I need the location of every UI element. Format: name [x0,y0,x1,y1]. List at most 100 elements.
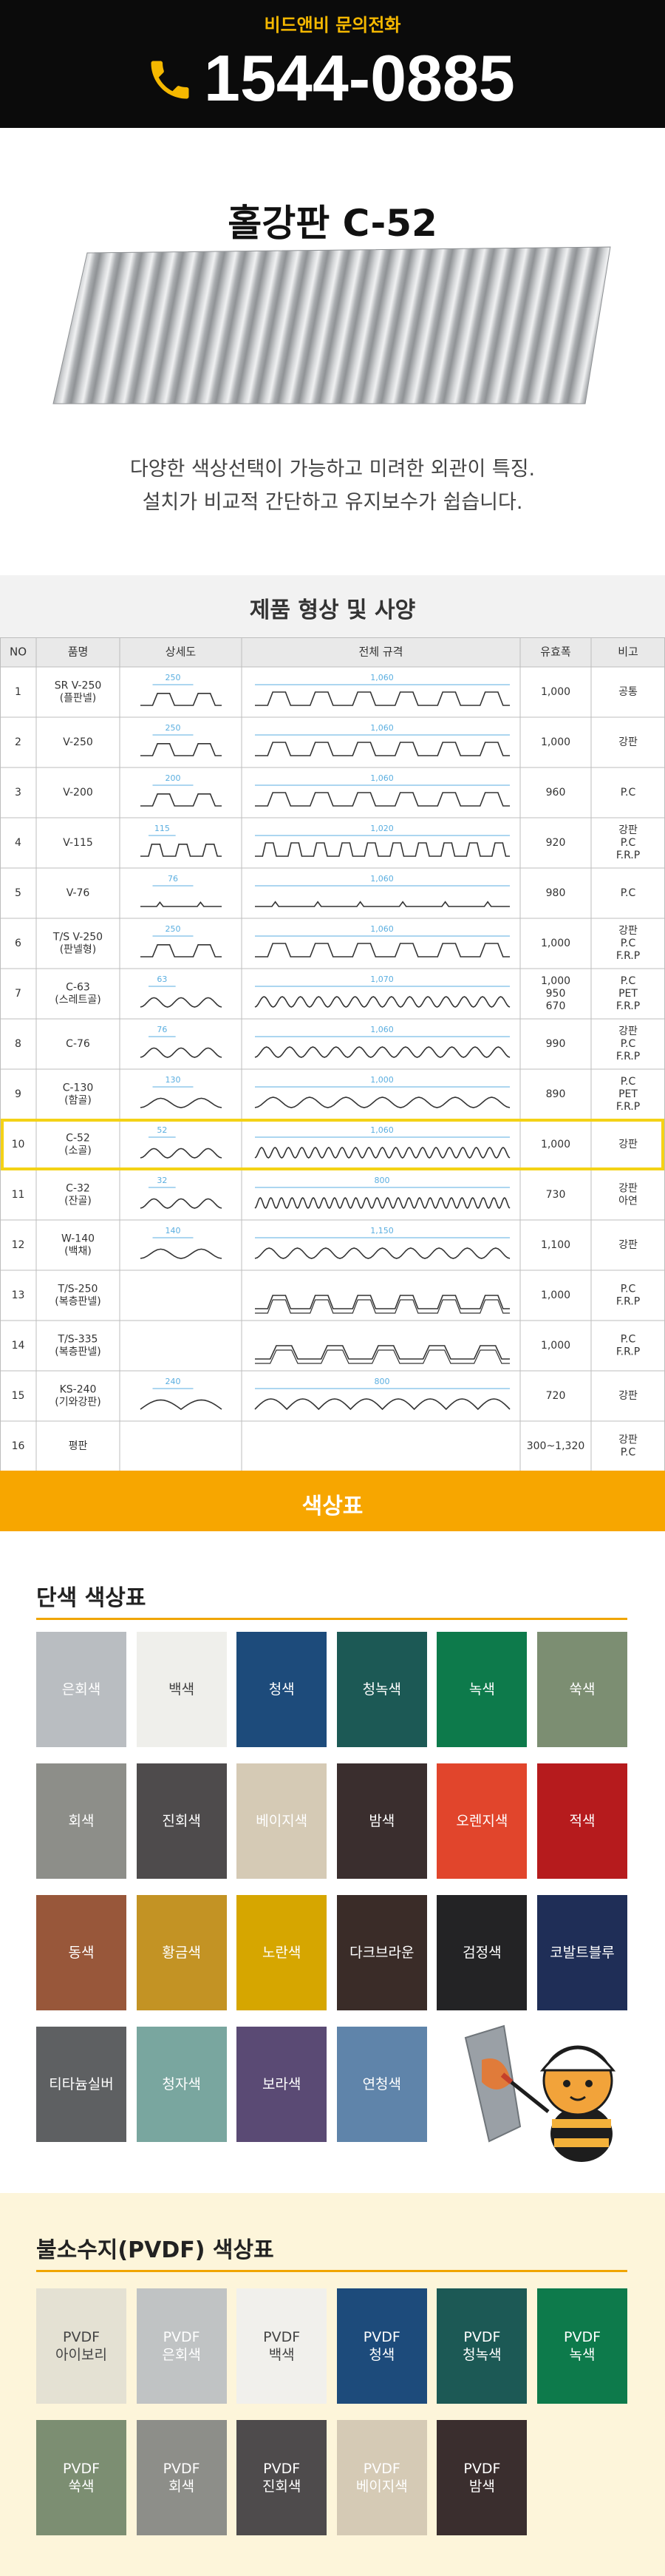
cell-text: W-140 [61,1233,95,1245]
cell-text: C-130 [63,1082,94,1094]
mascot [464,2024,616,2162]
cell-text: 강판 [618,1026,638,1037]
swatch: 진회색 [136,1763,227,1879]
cell-text: 공통 [618,686,638,698]
cell-text: 강판 [618,736,638,748]
swatch: PVDF 쑥색 [36,2420,126,2535]
cell-text: P.C [621,1284,636,1295]
profile-full [255,1299,510,1314]
profile-full [255,842,510,857]
cell-no: 2 [15,736,21,748]
swatch: 백색 [136,1632,227,1747]
cell-text: P.C [621,1038,636,1050]
swatch-label: 보라색 [262,2076,301,2092]
swatch: 청자색 [136,2027,227,2142]
cell-text: C-76 [66,1038,90,1050]
cell-text: V-76 [66,887,90,899]
description-line: 설치가 비교적 간단하고 유지보수가 쉽습니다. [142,491,523,514]
swatch: PVDF 백색 [236,2288,327,2404]
cell-no: 16 [12,1440,25,1452]
cell-text: PET [618,1088,638,1100]
dimension-label: 1,000 [370,1075,394,1085]
swatch-label: 오렌지색 [456,1813,508,1829]
cell-text: 300~1,320 [527,1440,585,1452]
swatch: 보라색 [236,2027,327,2142]
cell-no: 5 [15,887,21,899]
swatch-label: 동색 [68,1945,95,1961]
profile-detail [140,1248,222,1259]
swatch-label: PVDF [163,2329,200,2345]
profile-full [254,1097,511,1108]
cell-no: 14 [12,1340,25,1352]
cell-text: 강판 [618,1183,638,1195]
swatch-label: PVDF [463,2329,501,2345]
swatch-label: 적색 [569,1813,596,1829]
dimension-label: 76 [168,874,178,884]
cell-text: 920 [546,837,566,849]
dimension-label: 250 [166,924,181,934]
swatch: 청녹색 [336,1632,427,1747]
swatch-label: 은회색 [61,1681,101,1698]
swatch: 연청색 [336,2027,427,2142]
cell-text: 강판 [618,1434,638,1446]
cell-text: C-52 [66,1133,90,1145]
profile-detail [140,1097,222,1108]
profile-full [255,792,510,807]
cell-text: PET [618,988,638,1000]
swatch: PVDF 아이보리 [36,2288,126,2404]
column-header: 비고 [618,645,638,659]
cell-text: F.R.P [616,850,640,861]
dimension-label: 140 [166,1226,181,1236]
swatch-label: PVDF [263,2461,301,2477]
swatch-label: 청색 [369,2347,395,2363]
cell-text: 990 [546,1038,566,1050]
solid-title: 단색 색상표 [36,1585,146,1611]
swatch-label: 다크브라운 [349,1945,415,1961]
cell-text: T/S V-250 [52,932,103,943]
header [0,0,665,128]
swatch-label: 청녹색 [362,1681,402,1698]
column-header: NO [10,645,27,659]
row-highlight [1,1119,664,1170]
cell-no: 10 [12,1139,25,1150]
profile-full [255,1349,510,1364]
swatch-label: 녹색 [468,1681,495,1698]
cell-text: 1,000 [541,1139,570,1150]
swatch: 코발트블루 [537,1895,627,2010]
cell-text: F.R.P [616,1296,640,1308]
cell-text: (복층판넬) [55,1346,100,1358]
cell-text: T/S-250 [58,1284,98,1295]
solid-rule [36,1618,627,1620]
cell-text: (함골) [64,1095,92,1107]
cell-text: T/S-335 [58,1334,98,1346]
profile-detail [140,844,222,857]
dimension-label: 800 [375,1377,390,1386]
cell-no: 9 [15,1088,21,1100]
phone-number[interactable]: 1544-0885 [204,41,515,115]
swatch: 회색 [36,1763,126,1879]
cell-text: (기와강판) [55,1397,100,1409]
swatch: PVDF 청녹색 [437,2288,528,2404]
pvdf-title: 불소수지(PVDF) 색상표 [36,2237,274,2263]
cell-text: 1,000 [541,938,570,949]
cell-text: P.C [621,1334,636,1346]
swatch-label: 노란색 [262,1945,301,1961]
cell-text: (복층판넬) [55,1296,100,1308]
swatch-label: PVDF [563,2329,601,2345]
banner [0,1471,665,1531]
dimension-label: 32 [157,1176,167,1185]
description-line: 다양한 색상선택이 가능하고 미려한 외관이 특징. [129,458,536,481]
cell-text: (플판넬) [60,693,97,705]
dimension-label: 1,020 [370,824,394,833]
profile-detail [140,793,222,807]
dimension-label: 1,150 [370,1226,394,1236]
cell-text: P.C [621,837,636,849]
cell-no: 3 [15,787,21,799]
phone-icon [151,61,189,99]
profile-full [255,691,510,706]
swatch-label: PVDF [163,2461,200,2477]
cell-text: 평판 [69,1440,88,1452]
cell-text: F.R.P [616,1101,640,1113]
cell-text: 1,000 [541,686,570,698]
